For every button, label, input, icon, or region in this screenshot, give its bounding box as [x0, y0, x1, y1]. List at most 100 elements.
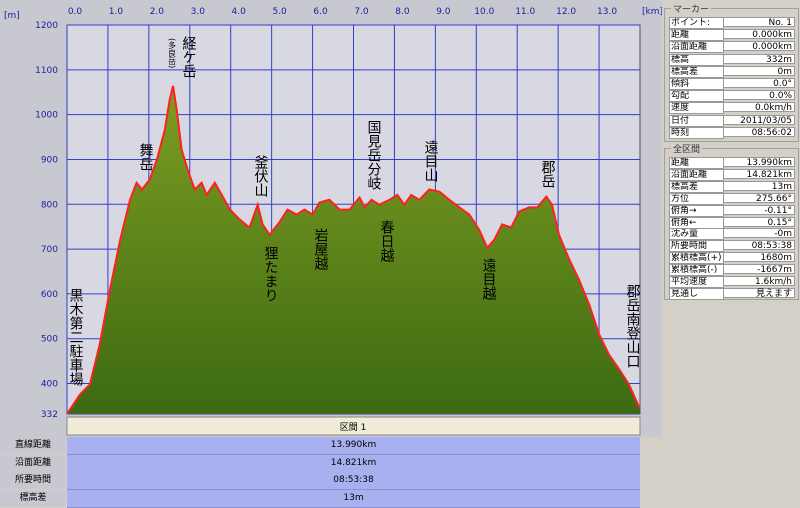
info-label: 見通し: [669, 287, 724, 300]
info-row: 累積標高(+) 1680m: [667, 252, 796, 265]
x-tick-label: 9.0: [436, 7, 451, 17]
summary-row: 標高差 13m: [0, 489, 662, 508]
annotation: 岩屋越: [312, 228, 329, 270]
info-label: 平均速度: [669, 276, 724, 288]
annotation: 舞岳: [137, 143, 154, 171]
info-value: No. 1: [723, 17, 795, 28]
x-tick-label: 4.0: [232, 7, 247, 17]
profile-chart: [m] [km] 区間 1 332 400 500 600 700 800 900 1000 1…: [0, 0, 662, 437]
info-value: 1.6km/h: [723, 276, 795, 287]
x-unit-label: [km]: [642, 7, 662, 17]
annotation: 国見岳分岐: [365, 120, 382, 190]
info-label: 日付: [669, 114, 724, 127]
annotation: 遠目越: [480, 258, 497, 300]
info-label: 距離: [669, 157, 724, 169]
info-label: 俯角←: [669, 216, 724, 229]
info-label: 勾配: [669, 90, 724, 103]
y-tick-label: 1200: [35, 21, 58, 31]
y-tick-label: 1100: [35, 66, 58, 76]
info-row: 方位 275.66°: [667, 192, 796, 205]
info-row: 標高 332m: [667, 53, 796, 66]
group-title: 全区間: [671, 142, 703, 155]
x-tick-label: 11.0: [515, 7, 535, 17]
group-title: マーカー: [671, 2, 712, 15]
y-unit-label: [m]: [4, 11, 20, 21]
summary-label: 所要時間: [0, 472, 66, 489]
x-tick-label: 0.0: [68, 7, 83, 17]
x-tick-label: 2.0: [150, 7, 165, 17]
info-value: 13m: [723, 180, 795, 192]
x-tick-label: 1.0: [109, 7, 124, 17]
info-label: 標高差: [669, 180, 724, 193]
info-label: 傾斜: [669, 78, 724, 90]
info-row: ポイント: No. 1: [667, 17, 796, 29]
y-tick-label: 800: [41, 200, 58, 210]
summary-value: 13m: [67, 489, 640, 508]
info-value: 275.66°: [723, 192, 795, 204]
info-value: 08:56:02: [723, 126, 795, 138]
summary-value: 13.990km: [67, 437, 640, 455]
marker-group: マーカー ポイント: No. 1 距離 0.000km 沿面距離 0.000km 標高 332m…: [664, 2, 799, 142]
summary-label: 直線距離: [0, 437, 66, 454]
y-tick-label: 1000: [35, 111, 58, 121]
summary-row: 所要時間 08:53:38: [0, 472, 662, 490]
info-row: 日付 2011/03/05: [667, 114, 796, 127]
x-tick-label: 8.0: [395, 7, 410, 17]
info-label: 俯角→: [669, 204, 724, 217]
section-group: 全区間 距離 13.990km 沿面距離 14.821km 標高差 13m 方位 275.66°…: [664, 142, 799, 300]
annotation: 経ケ岳: [180, 36, 197, 78]
info-label: 時刻: [669, 126, 724, 139]
info-label: 累積標高(+): [669, 252, 724, 265]
info-value: 13.990km: [723, 157, 795, 168]
info-label: 沈み量: [669, 228, 724, 241]
info-row: 勾配 0.0%: [667, 90, 796, 103]
info-value: 08:53:38: [723, 240, 795, 251]
x-tick-label: 12.0: [556, 7, 576, 17]
info-row: 累積標高(-) -1667m: [667, 264, 796, 277]
info-value: -0.11°: [723, 204, 795, 216]
info-value: 見えます: [723, 287, 795, 299]
info-value: -1667m: [723, 264, 795, 275]
info-row: 速度 0.0km/h: [667, 102, 796, 115]
x-tick-label: 13.0: [597, 7, 617, 17]
info-row: 距離 13.990km: [667, 157, 796, 169]
x-tick-label: 5.0: [272, 7, 287, 17]
info-row: 俯角← 0.15°: [667, 216, 796, 229]
info-label: 標高差: [669, 65, 724, 78]
annotation: 黒木第二駐車場: [67, 288, 84, 386]
annotation: (多良岳): [167, 38, 177, 69]
info-label: 沿面距離: [669, 41, 724, 54]
info-value: 0.15°: [723, 216, 795, 228]
info-row: 沿面距離 0.000km: [667, 41, 796, 54]
annotation: 郡岳南登山口: [624, 284, 641, 368]
section-label: 区間 1: [340, 422, 367, 433]
y-tick-label: 332: [41, 410, 58, 420]
summary-row: 直線距離 13.990km: [0, 437, 662, 455]
info-value: 0.0%: [723, 90, 795, 101]
x-tick-label: 3.0: [191, 7, 206, 17]
info-value: 2011/03/05: [723, 114, 795, 126]
info-label: 累積標高(-): [669, 264, 724, 277]
y-tick-label: 700: [41, 245, 58, 255]
summary-value: 14.821km: [67, 454, 640, 473]
annotation: 春日越: [378, 220, 395, 262]
info-value: 0.0°: [723, 78, 795, 89]
profile-line: [66, 85, 641, 415]
summary-label: 標高差: [0, 489, 66, 507]
info-value: 0.0km/h: [723, 102, 795, 113]
y-tick-label: 400: [41, 380, 58, 390]
annotation: 遠目山: [422, 140, 439, 182]
annotation: 釜伏山: [252, 155, 269, 197]
info-row: 標高差 0m: [667, 65, 796, 78]
info-value: 0m: [723, 65, 795, 77]
profile-area: [67, 85, 640, 415]
info-row: 平均速度 1.6km/h: [667, 276, 796, 288]
info-row: 時刻 08:56:02: [667, 126, 796, 139]
info-value: 332m: [723, 53, 795, 65]
info-row: 見通し 見えます: [667, 287, 796, 300]
info-label: 沿面距離: [669, 168, 724, 181]
info-label: 標高: [669, 53, 724, 66]
info-row: 所要時間 08:53:38: [667, 240, 796, 253]
info-label: 所要時間: [669, 240, 724, 253]
